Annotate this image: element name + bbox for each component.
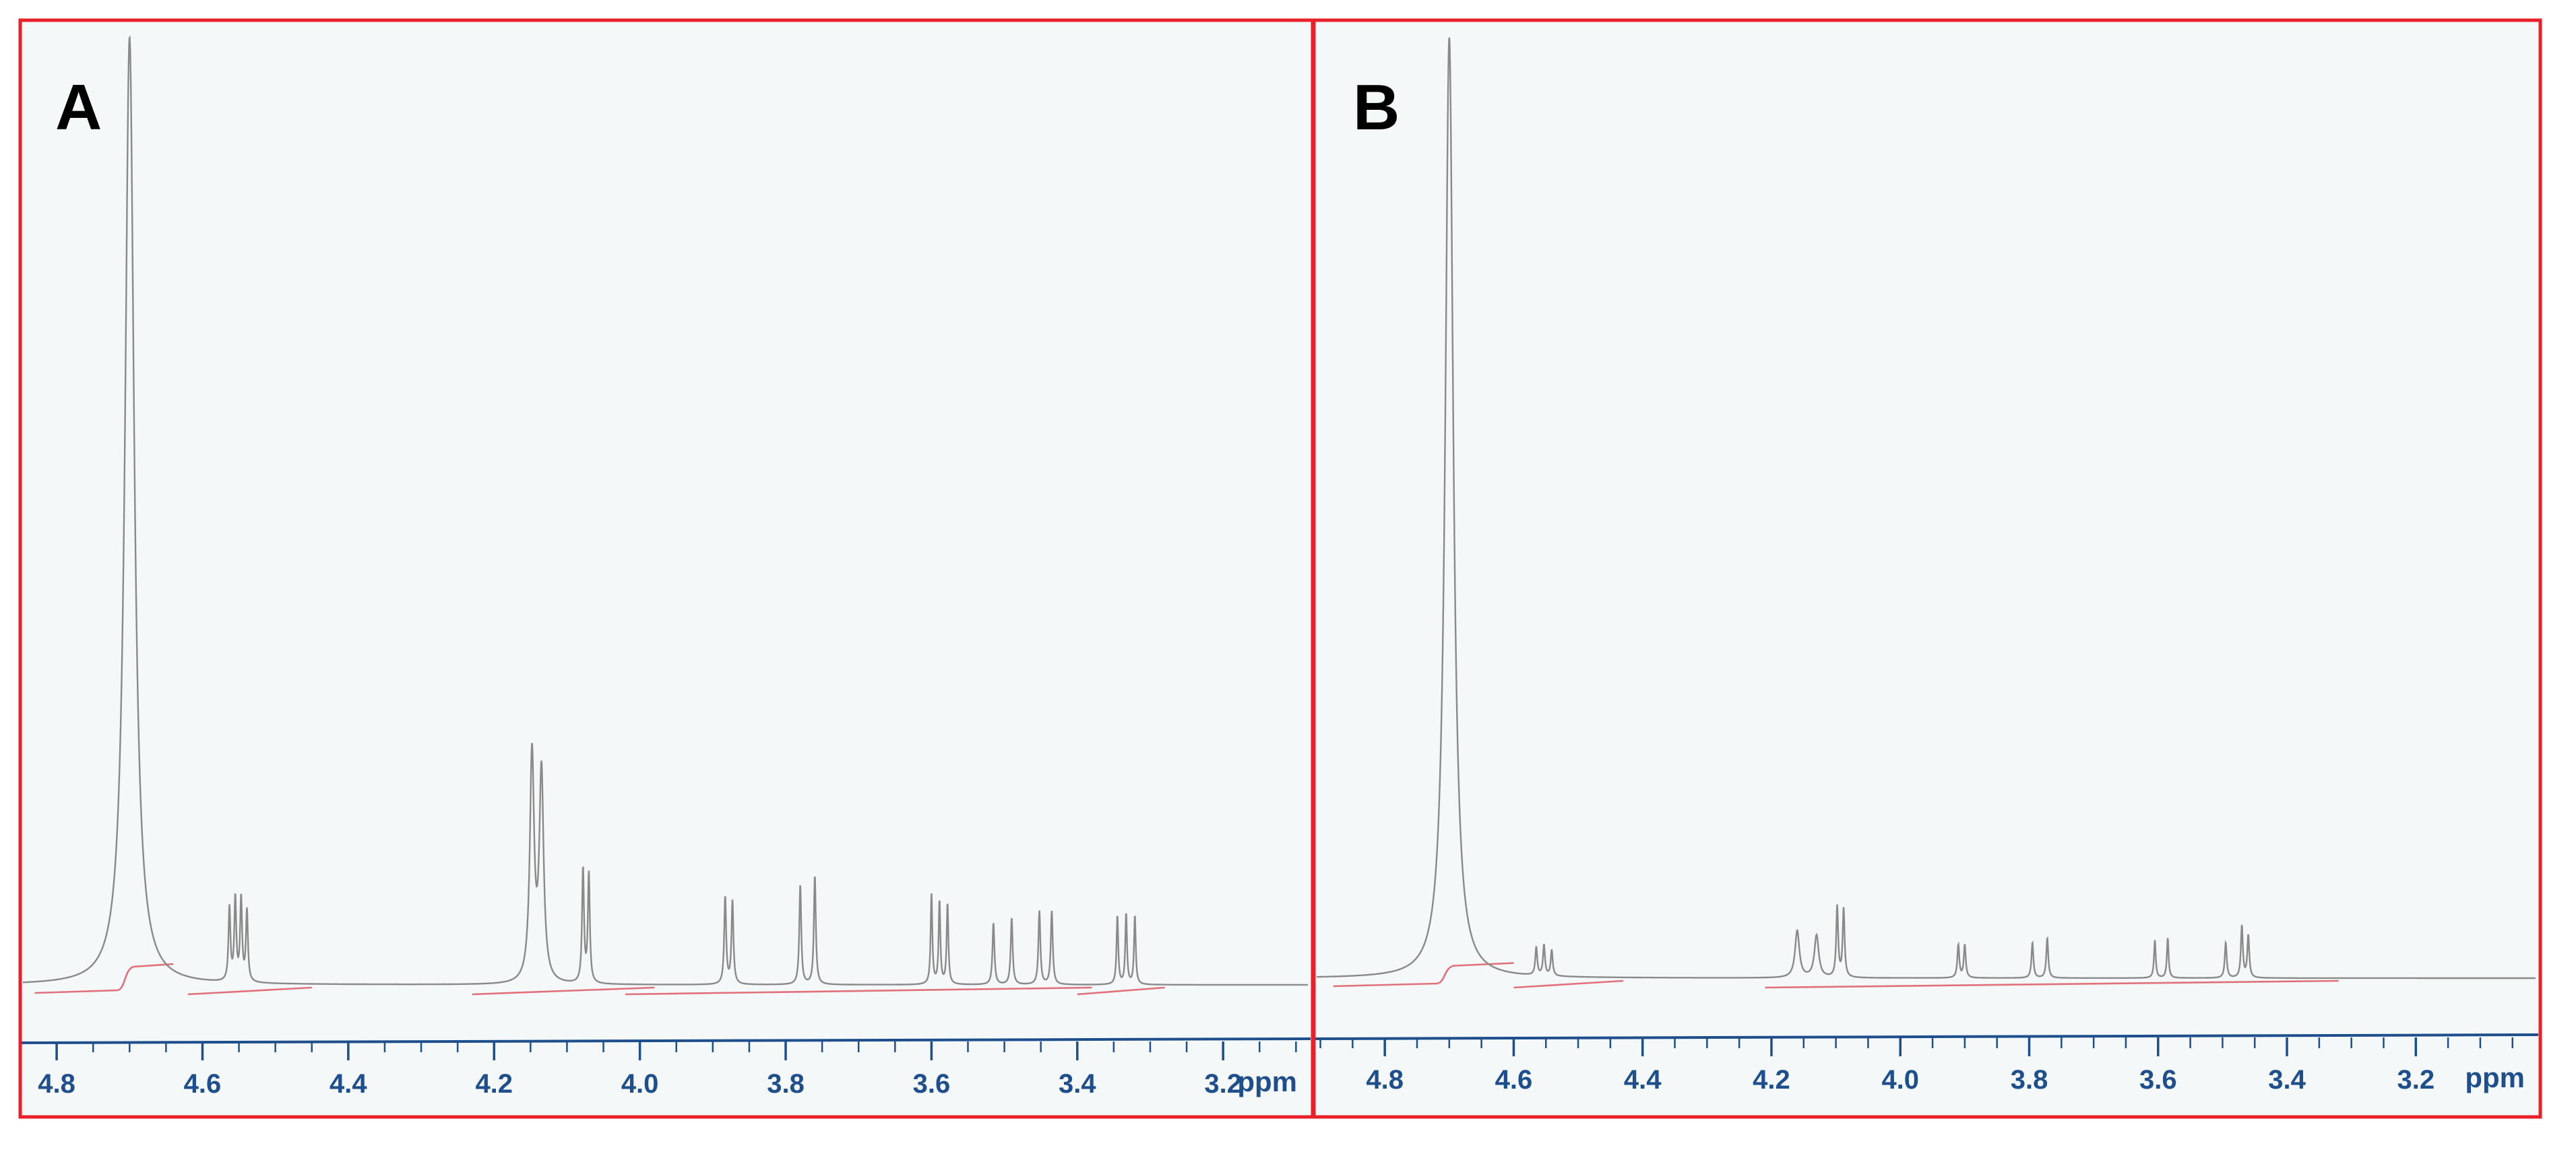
integral-trace	[187, 986, 312, 996]
panel-b-label: B	[1353, 71, 1400, 143]
integral-trace	[34, 963, 174, 994]
integral-trace	[1765, 980, 2339, 989]
x-tick-label: 3.6	[913, 1069, 951, 1099]
panel-a-spectrum-trace	[23, 35, 1308, 986]
panel-a-label: A	[55, 71, 102, 143]
x-tick-label: 4.4	[329, 1069, 367, 1099]
panel-a-x-axis: 4.8 4.6 4.4 4.2 4.0 3.8 3.6 3.4 3.2	[19, 1037, 1311, 1099]
integral-trace	[1513, 980, 1624, 989]
panel-b-axis-label: ppm	[2465, 1062, 2525, 1093]
panel-b-x-axis: 4.8 4.6 4.4 4.2 4.0 3.8 3.6 3.4 3.2	[1313, 1033, 2539, 1095]
x-tick-label: 4.0	[1881, 1065, 1919, 1095]
x-tick-label: 4.2	[475, 1069, 513, 1099]
x-tick-label: 3.4	[1059, 1069, 1096, 1099]
spectrum-panel-a: 4.8 4.6 4.4 4.2 4.0 3.8 3.6 3.4 3.2 ppm A	[18, 18, 1315, 1119]
spectrum-panel-b: 4.8 4.6 4.4 4.2 4.0 3.8 3.6 3.4 3.2 ppm B	[1312, 18, 2542, 1119]
panel-a-axis-label: ppm	[1237, 1066, 1297, 1097]
x-tick-label: 3.2	[1204, 1069, 1242, 1099]
x-tick-label: 3.8	[767, 1069, 805, 1099]
x-tick-label: 4.8	[38, 1069, 75, 1099]
integral-trace	[625, 986, 1092, 996]
x-tick-label: 4.6	[1495, 1065, 1533, 1095]
x-tick-label: 3.4	[2268, 1065, 2306, 1095]
x-tick-label: 4.4	[1624, 1065, 1662, 1095]
x-axis-line	[1313, 1033, 2539, 1040]
x-tick-label: 3.8	[2011, 1065, 2048, 1095]
x-tick-label: 4.0	[621, 1069, 659, 1099]
x-tick-label: 4.2	[1753, 1065, 1790, 1095]
panel-a-integrals	[34, 963, 1165, 996]
x-tick-label: 4.8	[1366, 1065, 1404, 1095]
integral-trace	[1333, 962, 1514, 988]
integral-trace	[1077, 986, 1165, 996]
x-tick-label: 3.6	[2139, 1065, 2177, 1095]
x-tick-label: 4.6	[184, 1069, 222, 1099]
panel-b-integrals	[1333, 962, 2339, 989]
integral-trace	[472, 986, 655, 996]
x-axis-line	[20, 1037, 1311, 1044]
panel-a-background	[20, 20, 1313, 1117]
panel-b-frame	[1312, 18, 2542, 1119]
panel-b-background	[1314, 20, 2540, 1117]
x-tick-label: 3.2	[2397, 1065, 2434, 1095]
panel-b-spectrum-trace	[1317, 37, 2536, 980]
